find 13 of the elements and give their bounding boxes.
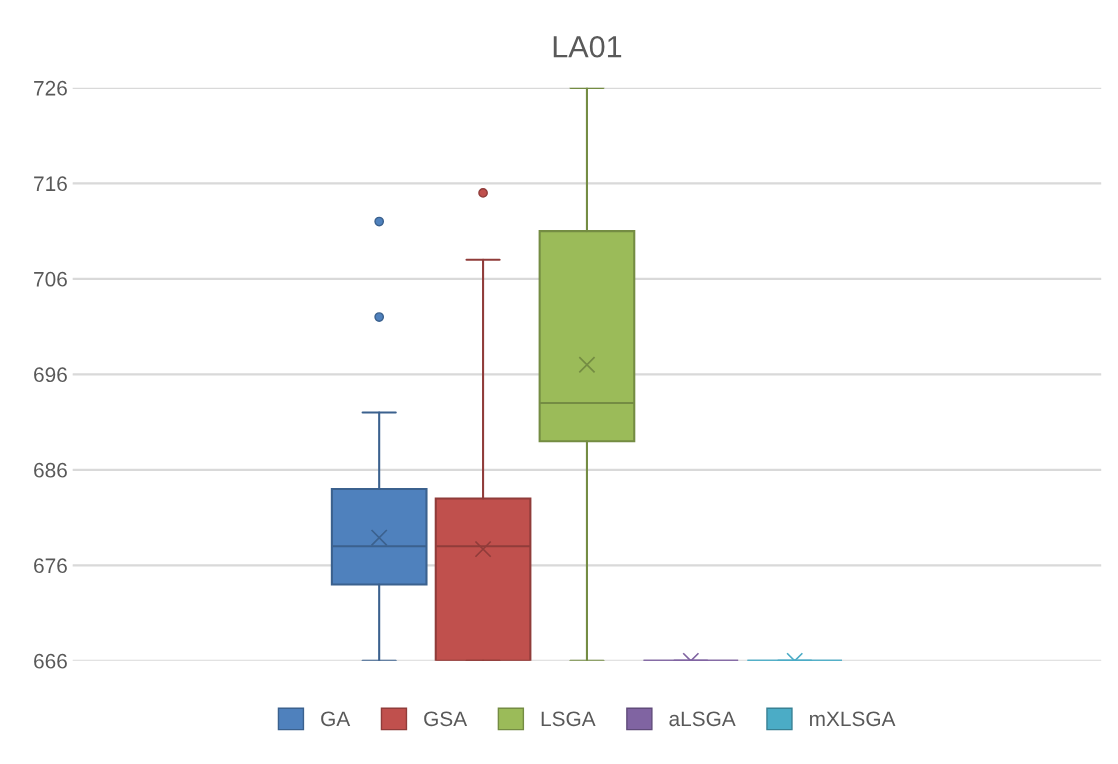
y-tick-label: 726 (34, 80, 67, 96)
legend-label: GSA (424, 711, 468, 727)
legend-label: mXLSGA (810, 711, 896, 727)
y-tick-label: 676 (34, 558, 67, 574)
y-tick-label: 716 (34, 176, 67, 192)
legend-label: aLSGA (669, 711, 736, 727)
y-tick-label: 706 (34, 271, 67, 287)
legend-label: GA (321, 711, 351, 727)
y-tick-label: 696 (34, 367, 67, 383)
y-tick-label: 686 (34, 462, 67, 478)
legend-label: LSGA (541, 711, 596, 727)
chart-title: LA01 (553, 35, 622, 58)
y-tick-label: 666 (34, 653, 67, 669)
